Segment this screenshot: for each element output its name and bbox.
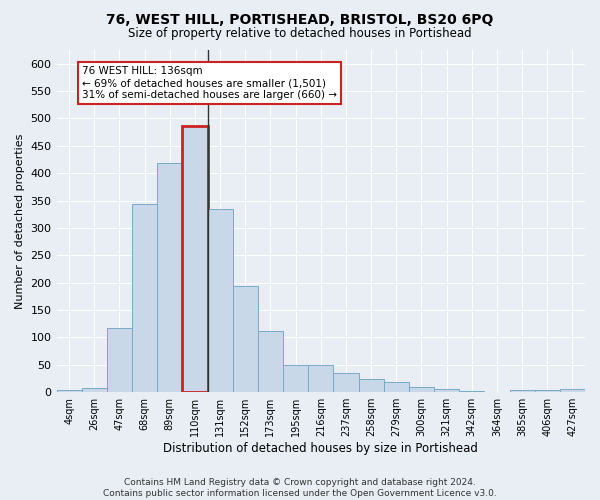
- Bar: [434, 390, 459, 392]
- Bar: [459, 390, 484, 392]
- Bar: [560, 390, 585, 392]
- Bar: [56, 390, 82, 392]
- Bar: [208, 209, 233, 392]
- Bar: [283, 365, 308, 392]
- Text: 76 WEST HILL: 136sqm
← 69% of detached houses are smaller (1,501)
31% of semi-de: 76 WEST HILL: 136sqm ← 69% of detached h…: [82, 66, 337, 100]
- Bar: [359, 378, 383, 392]
- Bar: [334, 373, 359, 392]
- Bar: [107, 328, 132, 392]
- Bar: [509, 390, 535, 392]
- Bar: [82, 388, 107, 392]
- Bar: [308, 365, 334, 392]
- Text: Size of property relative to detached houses in Portishead: Size of property relative to detached ho…: [128, 28, 472, 40]
- Bar: [535, 390, 560, 392]
- Y-axis label: Number of detached properties: Number of detached properties: [15, 134, 25, 309]
- Bar: [182, 126, 208, 392]
- Bar: [233, 286, 258, 392]
- Bar: [409, 386, 434, 392]
- X-axis label: Distribution of detached houses by size in Portishead: Distribution of detached houses by size …: [163, 442, 478, 455]
- Bar: [157, 164, 182, 392]
- Bar: [258, 331, 283, 392]
- Bar: [383, 382, 409, 392]
- Text: Contains HM Land Registry data © Crown copyright and database right 2024.
Contai: Contains HM Land Registry data © Crown c…: [103, 478, 497, 498]
- Bar: [132, 204, 157, 392]
- Text: 76, WEST HILL, PORTISHEAD, BRISTOL, BS20 6PQ: 76, WEST HILL, PORTISHEAD, BRISTOL, BS20…: [106, 12, 494, 26]
